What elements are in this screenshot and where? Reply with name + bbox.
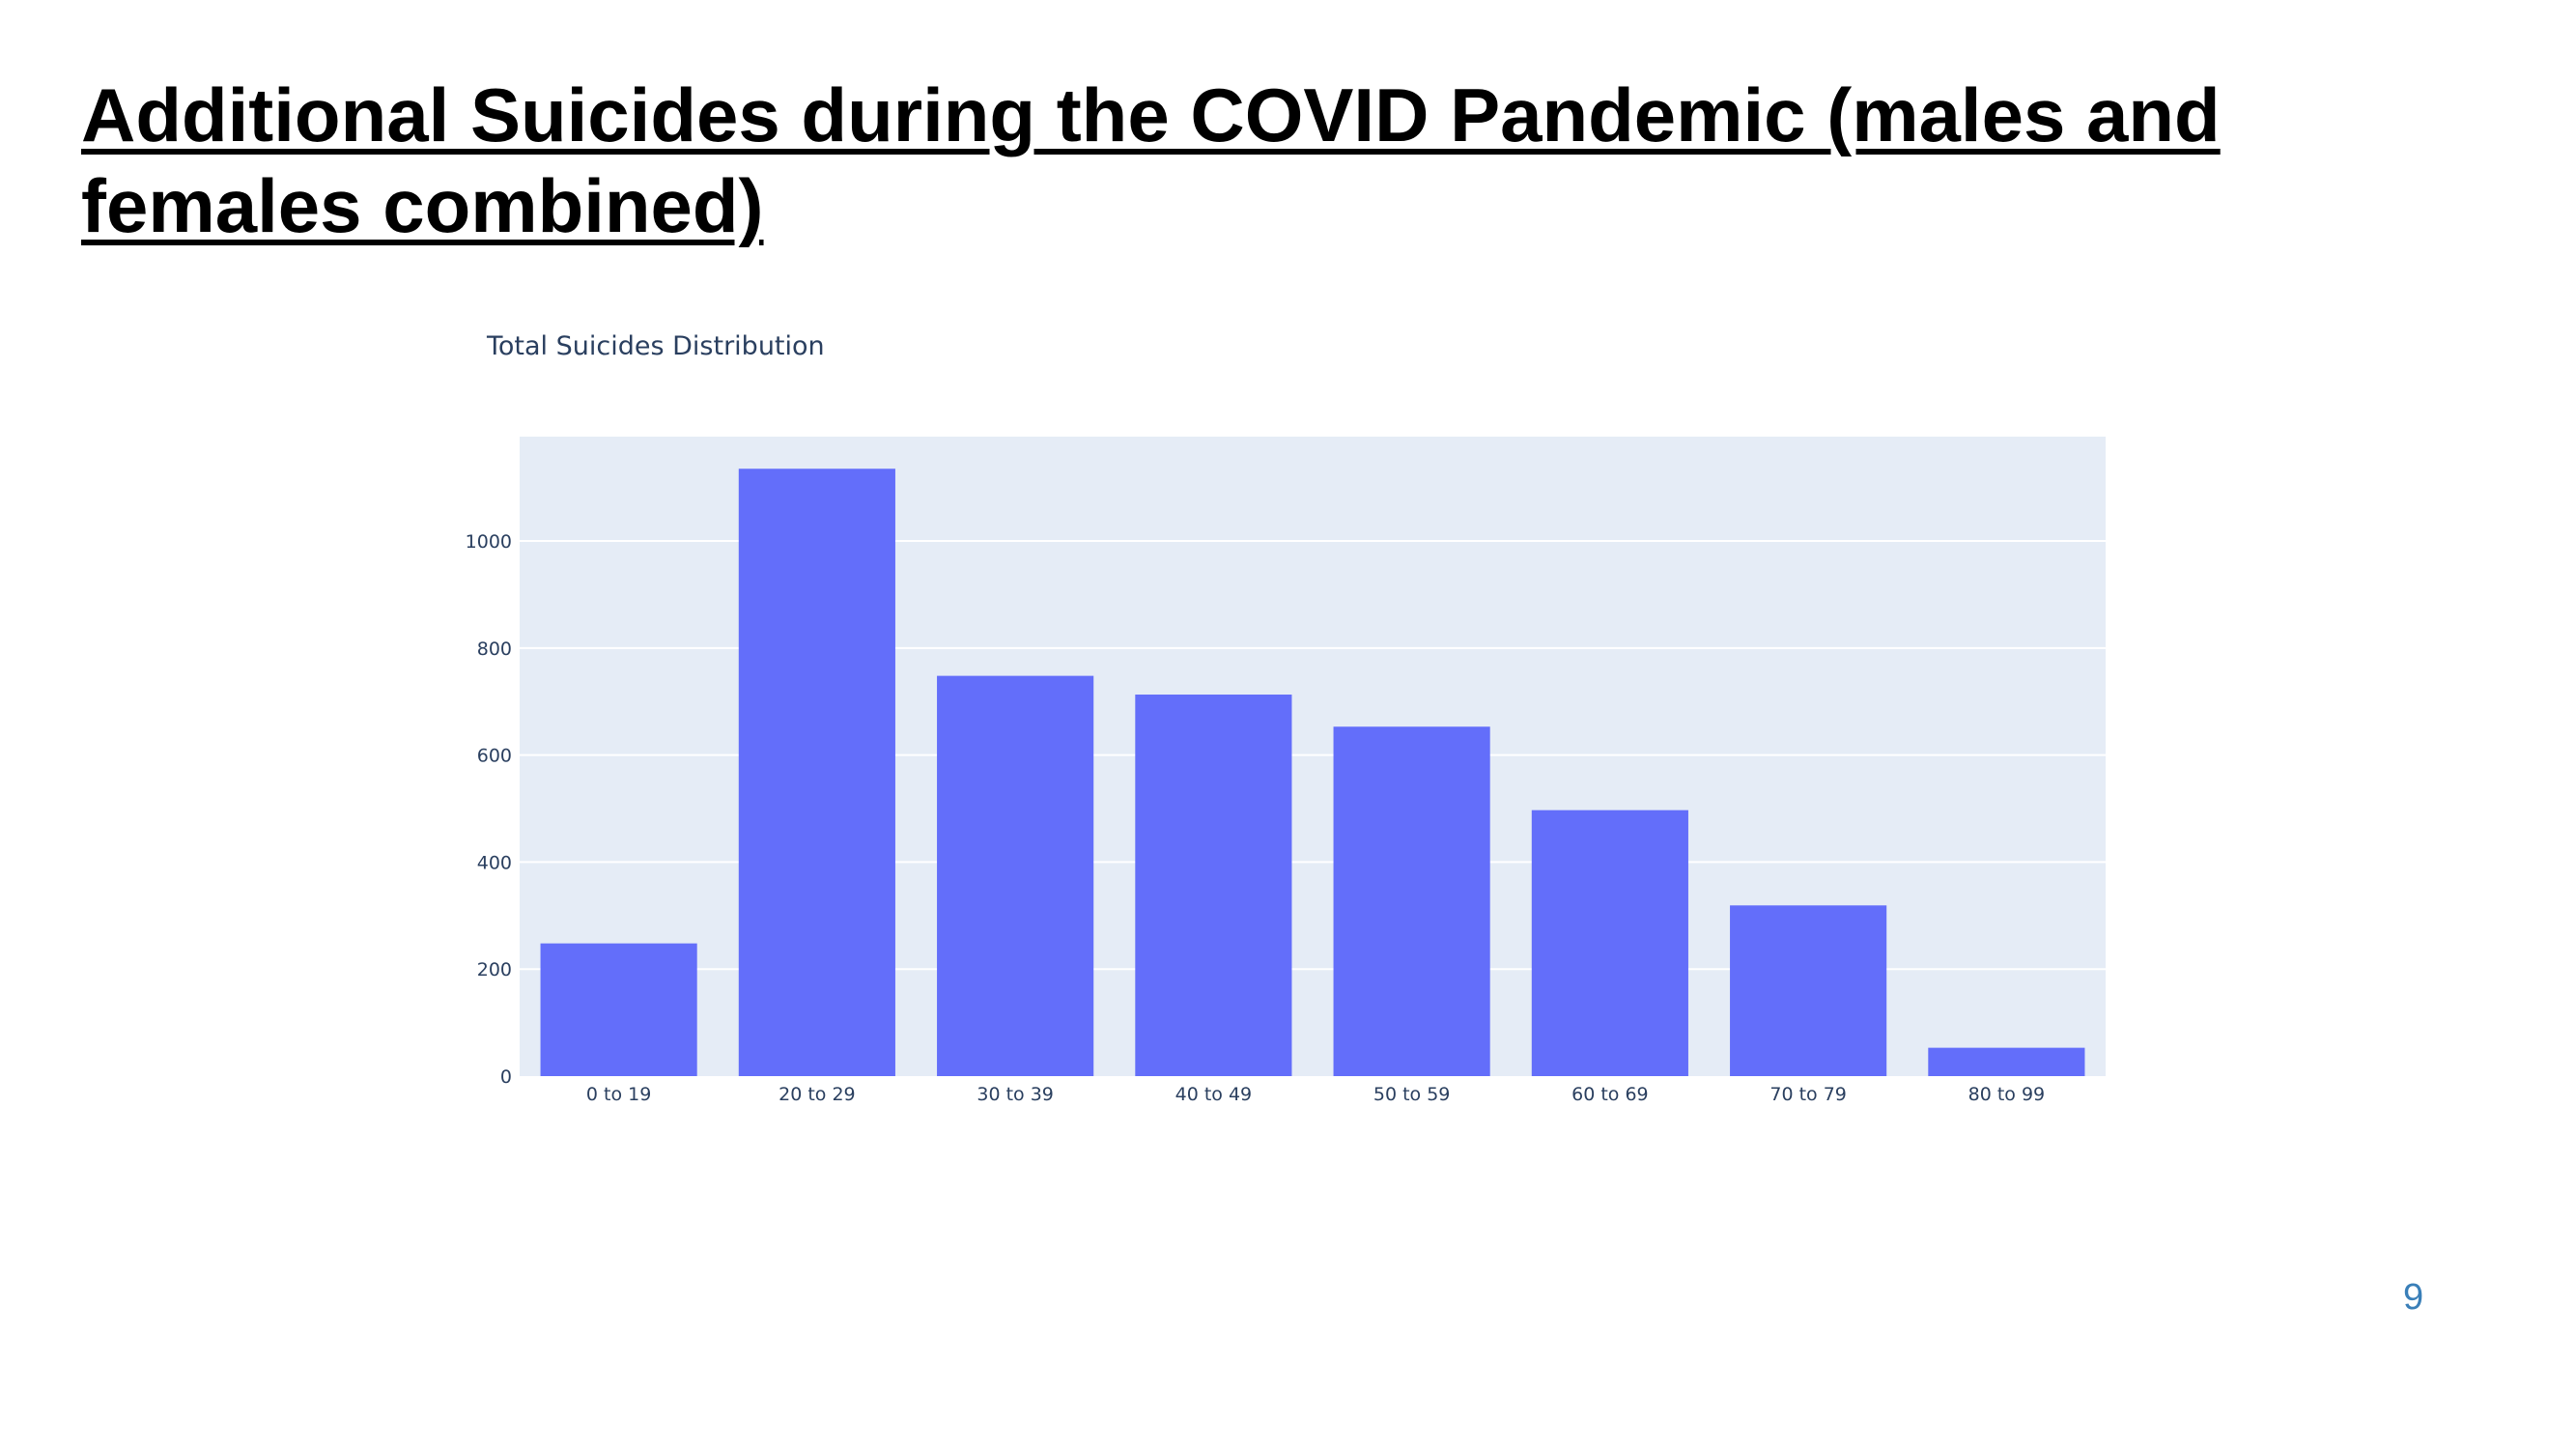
y-tick-label: 0 [500, 1066, 512, 1088]
y-tick-label: 600 [477, 746, 512, 767]
x-tick-label: 60 to 69 [1571, 1084, 1649, 1105]
y-tick-label: 400 [477, 852, 512, 873]
bar-60-to-69[interactable] [1531, 810, 1688, 1076]
y-axis-ticks: 0 200 400 600 800 1000 [466, 531, 512, 1088]
x-tick-label: 20 to 29 [778, 1084, 856, 1105]
bar-40-to-49[interactable] [1135, 695, 1292, 1076]
x-tick-label: 70 to 79 [1769, 1084, 1847, 1105]
x-tick-label: 40 to 49 [1175, 1084, 1253, 1105]
bar-30-to-39[interactable] [937, 675, 1094, 1076]
x-tick-label: 30 to 39 [977, 1084, 1054, 1105]
bar-80-to-99[interactable] [1928, 1047, 2085, 1076]
x-tick-label: 80 to 99 [1968, 1084, 2046, 1105]
x-tick-label: 0 to 19 [586, 1084, 651, 1105]
bar-chart: Total Suicides Distribution 0 200 400 600 80… [466, 331, 2106, 1105]
y-tick-label: 800 [477, 639, 512, 660]
y-tick-label: 1000 [466, 531, 512, 553]
page-number: 9 [2403, 1277, 2424, 1318]
bar-20-to-29[interactable] [738, 469, 895, 1076]
x-axis-ticks: 0 to 19 20 to 29 30 to 39 40 to 49 50 to 59 6… [586, 1084, 2045, 1105]
y-tick-label: 200 [477, 959, 512, 980]
slide-title-text: Additional Suicides during the COVID Pan… [81, 72, 2221, 248]
bars [540, 469, 2085, 1076]
chart-title: Total Suicides Distribution [486, 331, 825, 361]
chart-container: Total Suicides Distribution 0 200 400 600 80… [454, 319, 2135, 1121]
bar-0-to-19[interactable] [540, 943, 697, 1076]
bar-50-to-59[interactable] [1333, 726, 1490, 1076]
slide-title: Additional Suicides during the COVID Pan… [81, 70, 2303, 251]
bar-70-to-79[interactable] [1730, 905, 1887, 1076]
x-tick-label: 50 to 59 [1373, 1084, 1451, 1105]
